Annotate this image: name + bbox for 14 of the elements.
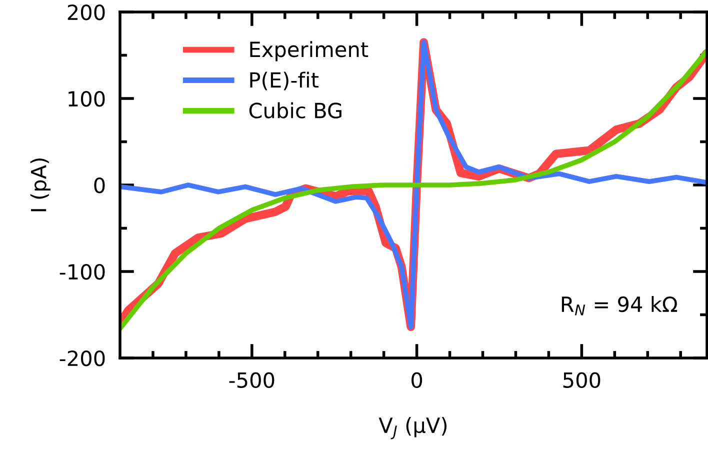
y-tick-label: 200: [68, 4, 105, 20]
x-tick-label: 0: [412, 372, 422, 388]
x-tick-label: -500: [229, 372, 274, 388]
annotation: R$_{N}$ = 94 kΩ: [562, 296, 678, 316]
legend-label: P(E)-fit: [250, 72, 318, 90]
y-tick-label: 100: [68, 90, 105, 107]
y-tick-label: -200: [60, 350, 105, 366]
y-tick-label: -100: [60, 264, 105, 280]
legend-label: Cubic BG: [249, 102, 342, 118]
y-axis-title: I (pA): [30, 158, 50, 212]
y-tick-label: 0: [94, 177, 105, 194]
x-axis-title: V$_{J}$ (μV): [378, 417, 447, 440]
x-tick-label: 500: [563, 372, 600, 388]
legend-label: Experiment: [250, 41, 368, 62]
